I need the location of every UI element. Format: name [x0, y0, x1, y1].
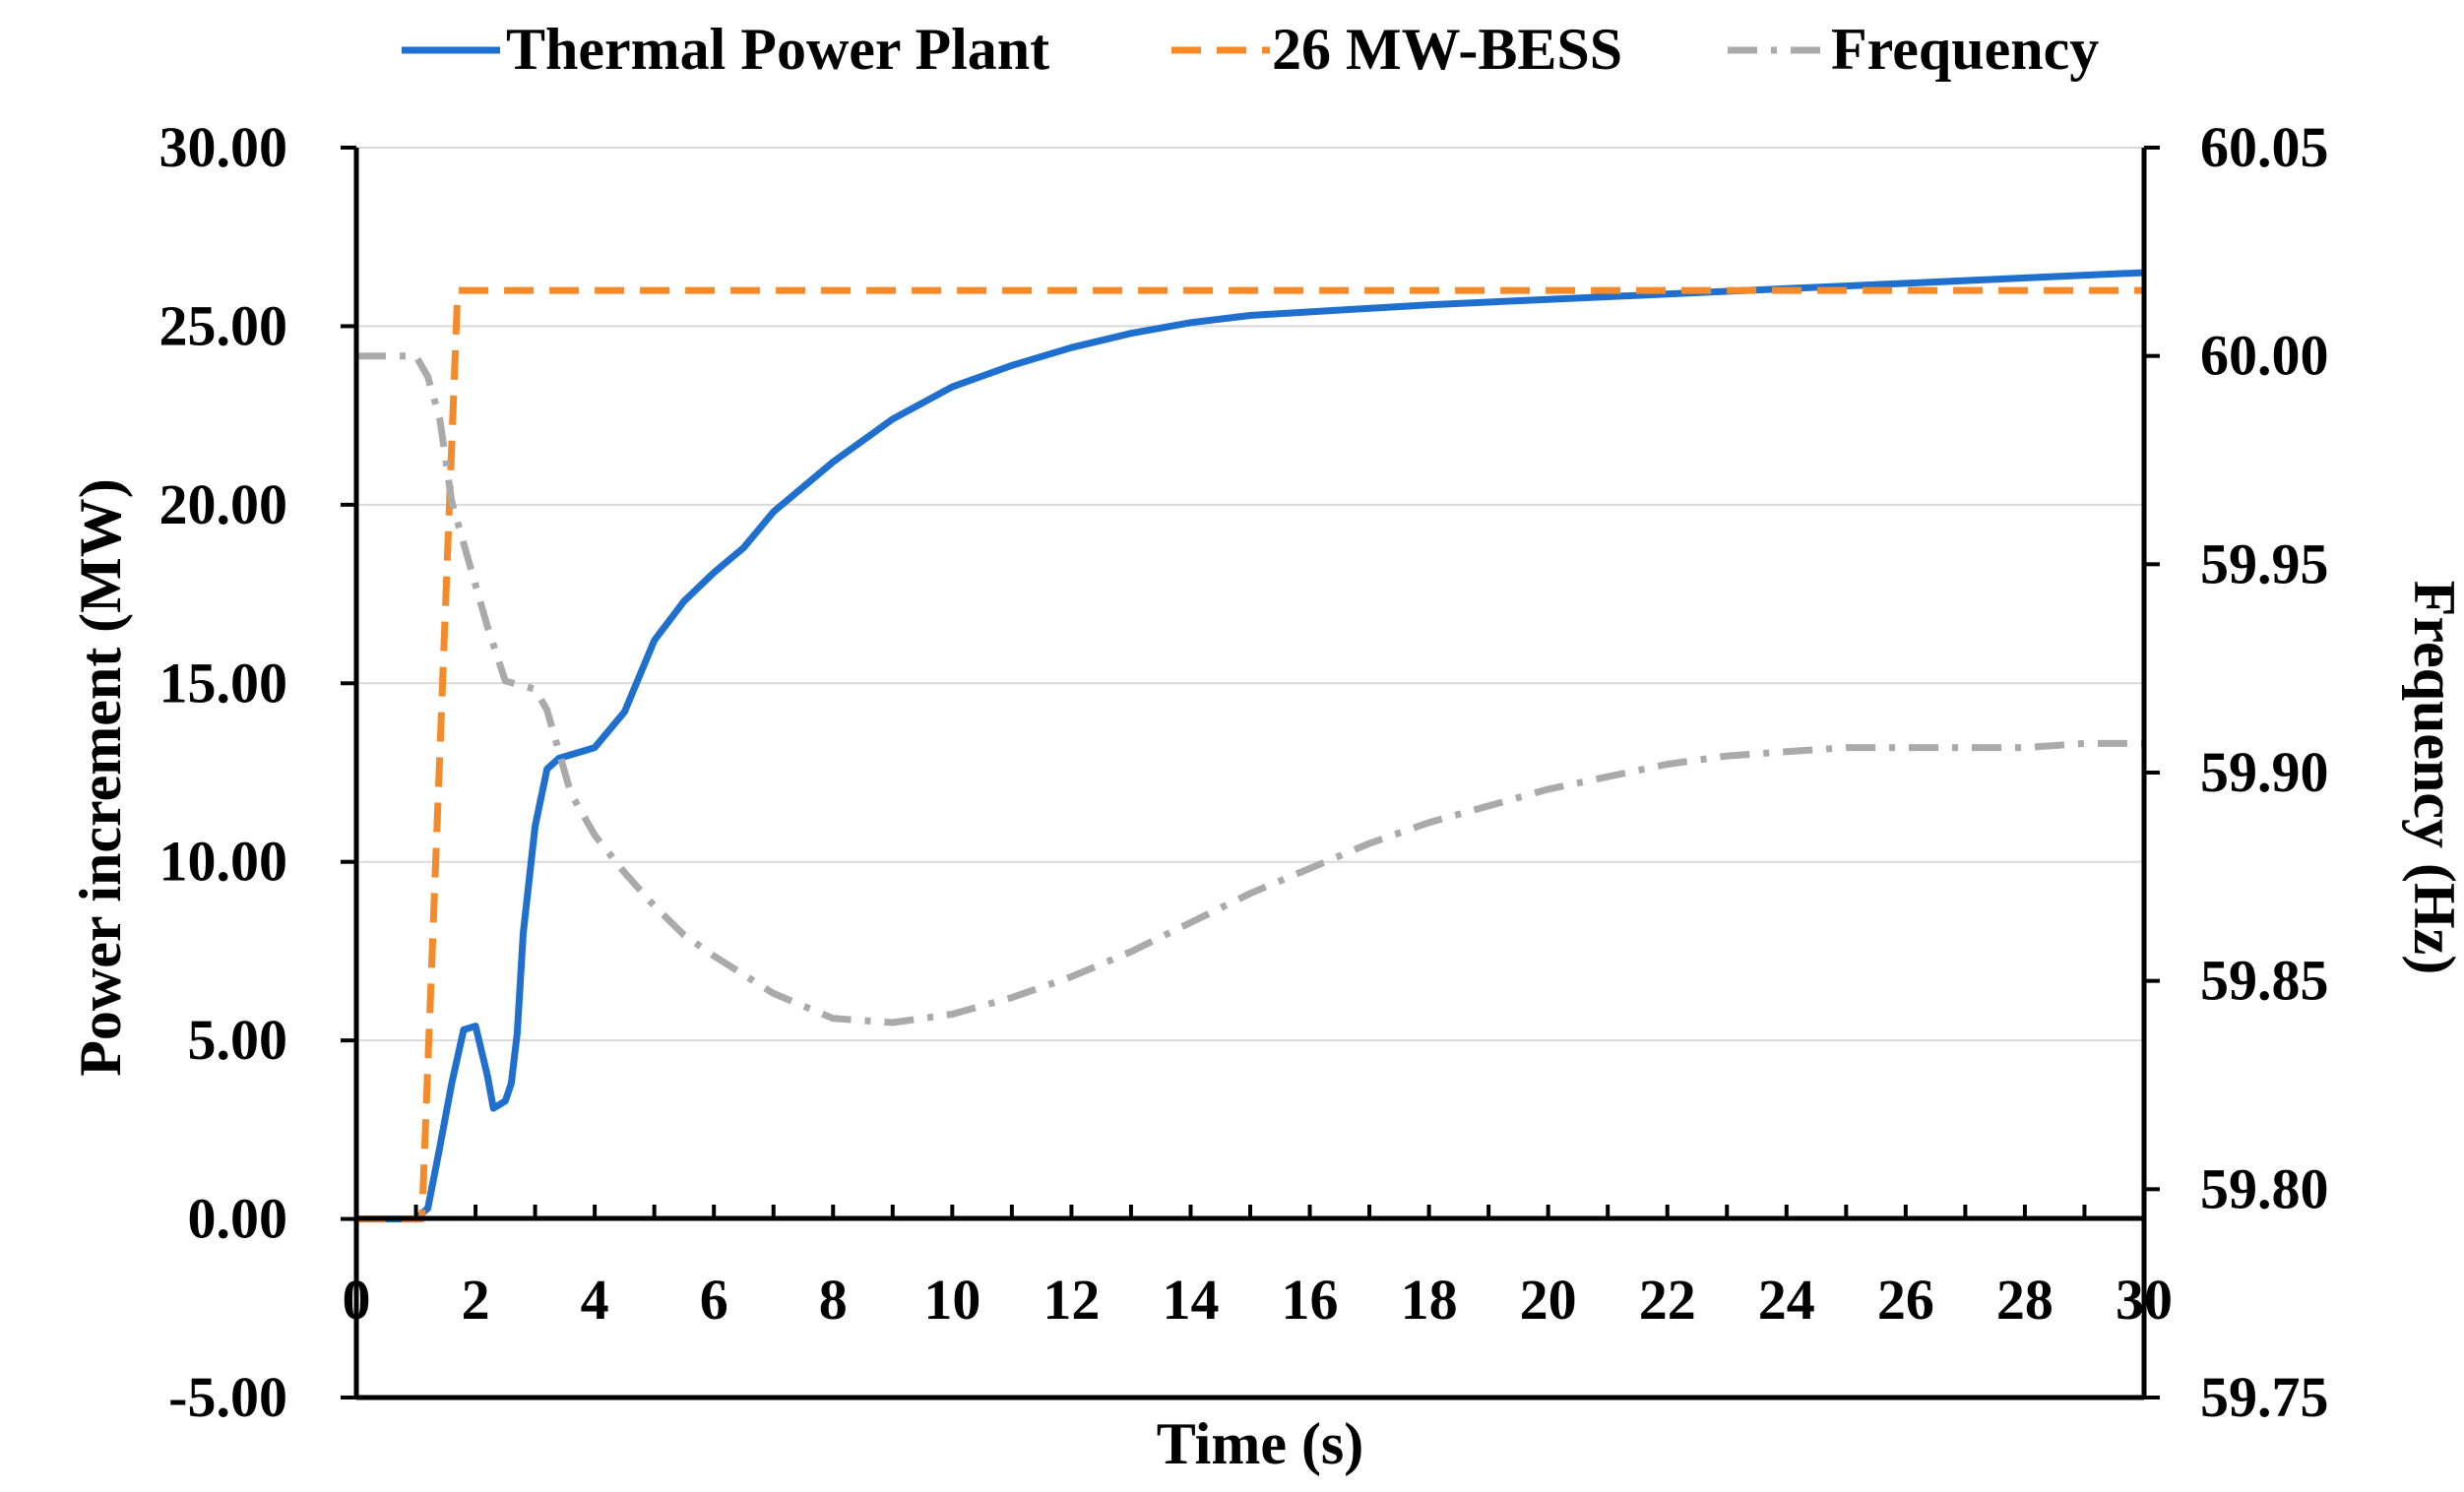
- x-tick-label-6: 12: [1042, 1268, 1100, 1332]
- x-axis-title: Time (s): [1157, 1411, 1364, 1476]
- x-tick-label-15: 30: [2116, 1268, 2173, 1332]
- x-tick-label-11: 22: [1639, 1268, 1696, 1332]
- y2-tick-label-2: 59.85: [2200, 949, 2329, 1013]
- gridlines: [356, 147, 2144, 1042]
- y-tick-label-7: 30.00: [159, 115, 288, 179]
- x-tick-label-5: 10: [923, 1268, 980, 1332]
- y-tick-label-5: 20.00: [159, 472, 288, 536]
- x-tick-label-13: 26: [1877, 1268, 1934, 1332]
- series-line-2: [356, 352, 2144, 1026]
- x-tick-label-1: 2: [462, 1268, 490, 1332]
- x-tick-label-4: 8: [819, 1268, 848, 1332]
- series-line-0: [356, 269, 2145, 1223]
- y2-tick-label-1: 59.80: [2200, 1156, 2329, 1220]
- y2-tick-label-4: 59.95: [2200, 531, 2329, 595]
- y2-tick-label-3: 59.90: [2200, 740, 2329, 804]
- x-tick-label-12: 24: [1758, 1268, 1815, 1332]
- y-axis-title: Power increment (MW): [68, 478, 133, 1077]
- legend-label-frequency: Frequency: [1831, 17, 2099, 82]
- y-tick-label-3: 10.00: [159, 830, 288, 894]
- legend-label-thermal: Thermal Power Plant: [506, 17, 1049, 82]
- plot-series: [356, 269, 2145, 1223]
- x-tick-label-7: 14: [1162, 1268, 1219, 1332]
- series-line-1: [356, 286, 2144, 1223]
- x-tick-label-9: 18: [1401, 1268, 1458, 1332]
- x-tick-label-2: 4: [581, 1268, 609, 1332]
- y2-tick-label-0: 59.75: [2200, 1365, 2329, 1429]
- y2-axis-title: Frequency (Hz): [2402, 581, 2464, 974]
- legend-label-bess: 26 MW-BESS: [1272, 17, 1622, 82]
- x-tick-label-0: 0: [343, 1268, 371, 1332]
- x-tick-label-8: 16: [1282, 1268, 1339, 1332]
- y-tick-label-2: 5.00: [188, 1008, 288, 1072]
- axes: -5.00 0.00 5.00 10.00 15.00 20.00 25.00 30.00 59…: [159, 115, 2329, 1429]
- y-tick-label-0: -5.00: [168, 1365, 287, 1429]
- legend: Thermal Power Plant 26 MW-BESS Frequency: [402, 17, 2099, 82]
- x-tick-label-3: 6: [700, 1268, 728, 1332]
- x-tick-label-14: 28: [1996, 1268, 2053, 1332]
- x-tick-label-10: 20: [1520, 1268, 1577, 1332]
- y-tick-label-4: 15.00: [159, 651, 288, 715]
- y2-tick-label-6: 60.05: [2200, 115, 2329, 179]
- y2-tick-label-5: 60.00: [2200, 324, 2329, 388]
- y-tick-label-1: 0.00: [188, 1187, 288, 1251]
- y-tick-label-6: 25.00: [159, 293, 288, 357]
